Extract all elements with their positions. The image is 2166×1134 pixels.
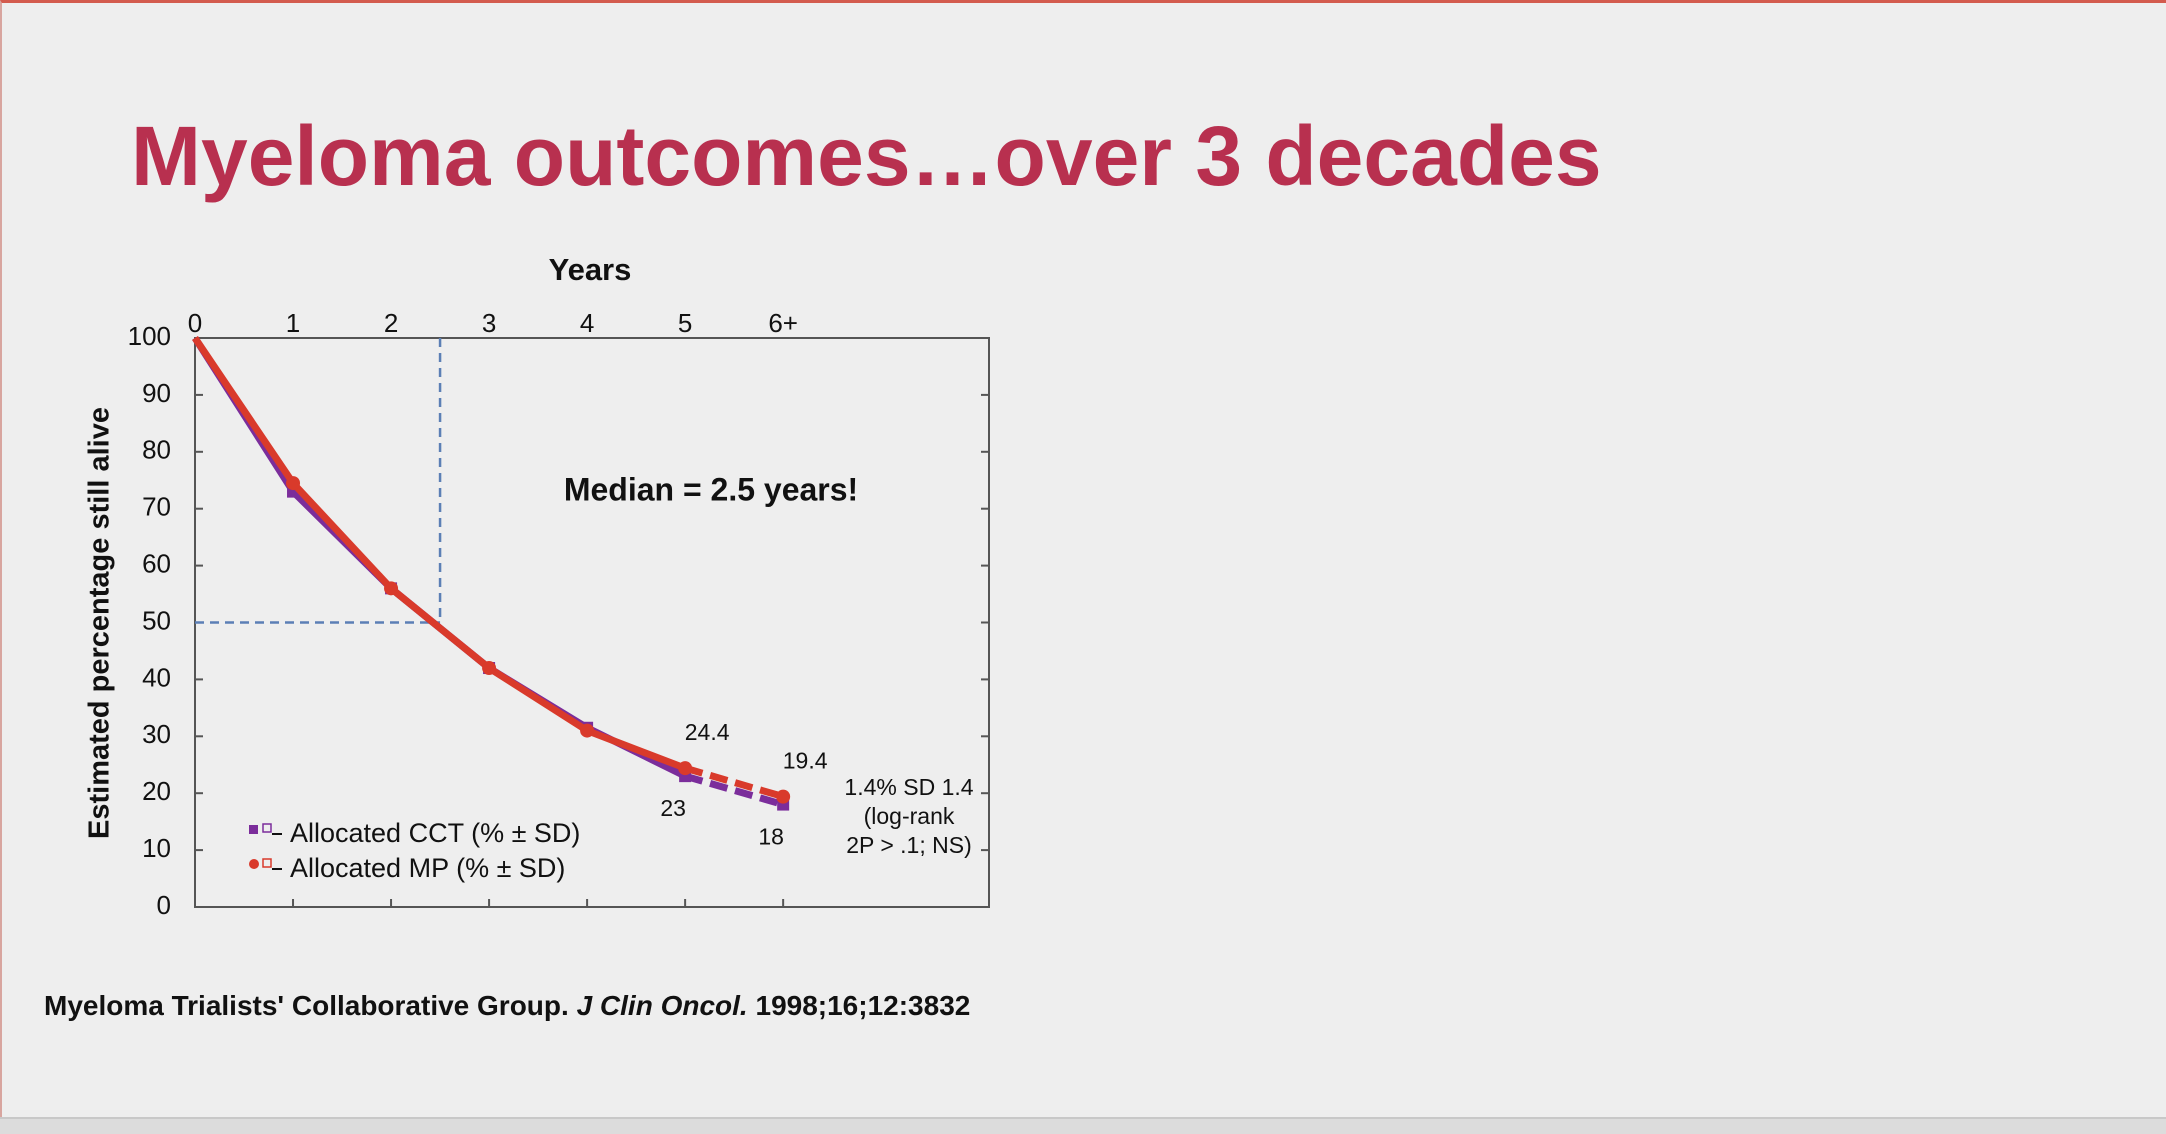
citation: Myeloma Trialists' Collaborative Group. … bbox=[44, 990, 970, 1022]
y-tick-label: 50 bbox=[142, 605, 171, 635]
y-tick-label: 100 bbox=[128, 321, 171, 351]
survival-line bbox=[192, 336, 687, 772]
marker bbox=[384, 581, 399, 596]
y-tick-label: 40 bbox=[142, 662, 171, 692]
bottom-bar bbox=[0, 1117, 2166, 1134]
marker bbox=[580, 723, 595, 738]
citation-ref: 1998;16;12:3832 bbox=[755, 990, 971, 1021]
marker bbox=[776, 789, 791, 804]
y-tick-label: 80 bbox=[142, 435, 171, 465]
legend-label: Allocated MP (% ± SD) bbox=[290, 853, 565, 883]
y-tick-label: 0 bbox=[157, 890, 171, 920]
y-tick-label: 70 bbox=[142, 492, 171, 522]
y-axis-label: Estimated percentage still alive bbox=[84, 407, 116, 839]
slide-title: Myeloma outcomes…over 3 decades bbox=[131, 109, 1602, 203]
y-tick-label: 10 bbox=[142, 833, 171, 863]
survival-line-dashed bbox=[684, 772, 785, 808]
chart: Years Estimated percentage still alive M… bbox=[84, 252, 990, 920]
legend-marker-open bbox=[262, 858, 272, 868]
data-label: 24.4 bbox=[685, 719, 730, 745]
y-tick-label: 60 bbox=[142, 548, 171, 578]
marker bbox=[482, 661, 497, 676]
x-tick-label: 3 bbox=[482, 308, 496, 338]
y-tick-label: 90 bbox=[142, 378, 171, 408]
x-tick-label: 2 bbox=[384, 308, 398, 338]
data-label: 19.4 bbox=[783, 748, 828, 774]
citation-journal: J Clin Oncol. bbox=[576, 990, 748, 1021]
legend-label: Allocated CCT (% ± SD) bbox=[290, 818, 580, 848]
x-tick-label: 0 bbox=[188, 308, 202, 338]
x-tick-label: 5 bbox=[678, 308, 692, 338]
legend-marker bbox=[249, 859, 259, 869]
marker bbox=[678, 761, 693, 776]
x-tick-label: 4 bbox=[580, 308, 594, 338]
y-tick-label: 30 bbox=[142, 719, 171, 749]
legend-marker bbox=[249, 825, 258, 834]
stat-annotation: (log-rank bbox=[864, 803, 955, 829]
data-label: 23 bbox=[660, 795, 686, 821]
x-tick-label: 1 bbox=[286, 308, 300, 338]
data-label: 18 bbox=[758, 824, 784, 850]
legend-marker-open bbox=[262, 823, 272, 833]
stat-annotation: 1.4% SD 1.4 bbox=[844, 774, 973, 800]
marker bbox=[286, 476, 301, 491]
median-annotation: Median = 2.5 years! bbox=[564, 471, 858, 507]
survival-line-dashed bbox=[684, 764, 785, 800]
x-axis-label: Years bbox=[549, 252, 632, 287]
y-tick-label: 20 bbox=[142, 776, 171, 806]
x-tick-label: 6+ bbox=[768, 308, 798, 338]
stat-annotation: 2P > .1; NS) bbox=[846, 832, 972, 858]
citation-authors: Myeloma Trialists' Collaborative Group. bbox=[44, 990, 569, 1021]
